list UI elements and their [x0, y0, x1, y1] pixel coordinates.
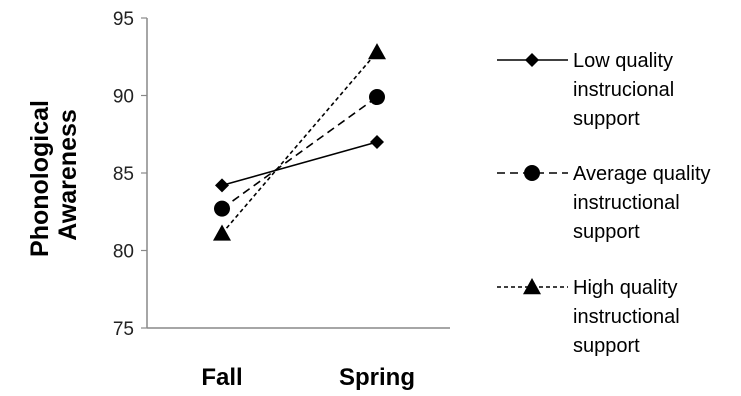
legend-swatch-marker-2	[524, 165, 540, 181]
legend-label-3-line-3: support	[573, 335, 640, 357]
y-axis-label-line-2: Awareness	[54, 109, 82, 241]
legend-label-3-line-2: instructional	[573, 306, 680, 328]
legend-label-1-line-2: instrucional	[573, 79, 674, 101]
series-2-point-spring	[369, 89, 385, 106]
series-1-point-fall	[215, 178, 229, 193]
legend-label-2-line-1: Average quality	[573, 163, 711, 185]
series-3-point-spring	[368, 43, 386, 60]
y-axis-label-line-1: Phonological	[26, 100, 54, 257]
legend-label-3-line-1: High quality	[573, 277, 678, 299]
series-group	[213, 43, 386, 241]
series-3	[213, 43, 386, 241]
legend-label-2-line-3: support	[573, 221, 640, 243]
series-2	[214, 89, 385, 217]
y-tick-label-80: 80	[113, 242, 134, 263]
y-tick-group: 75 80 85 90 95	[113, 9, 147, 340]
y-axis-label: Phonological Awareness	[26, 93, 82, 257]
legend-label-1-line-3: support	[573, 108, 640, 130]
y-tick-label-95: 95	[113, 9, 134, 30]
legend-item-3: High quality instructional support	[497, 277, 680, 357]
legend-swatch-marker-3	[523, 278, 541, 295]
x-category-group: Fall Spring	[201, 364, 415, 391]
series-3-point-fall	[213, 224, 231, 241]
series-1	[215, 135, 384, 193]
legend-swatch-marker-1	[525, 53, 539, 67]
y-tick-label-75: 75	[113, 319, 134, 340]
legend-label-2-line-2: instructional	[573, 192, 680, 214]
legend-item-1: Low quality instrucional support	[497, 50, 674, 130]
series-3-line	[221, 51, 378, 234]
y-tick-label-90: 90	[113, 87, 134, 108]
legend-item-2: Average quality instructional support	[497, 163, 711, 243]
x-category-label-fall: Fall	[201, 364, 242, 391]
x-category-label-spring: Spring	[339, 364, 415, 391]
series-1-point-spring	[370, 135, 384, 149]
series-2-point-fall	[214, 200, 230, 217]
legend-label-1-line-1: Low quality	[573, 50, 673, 72]
svg-text:Phonological Awareness: Phonological Awareness	[26, 93, 82, 257]
series-1-line	[221, 141, 378, 187]
series-2-line	[221, 96, 378, 210]
y-tick-label-85: 85	[113, 164, 134, 185]
